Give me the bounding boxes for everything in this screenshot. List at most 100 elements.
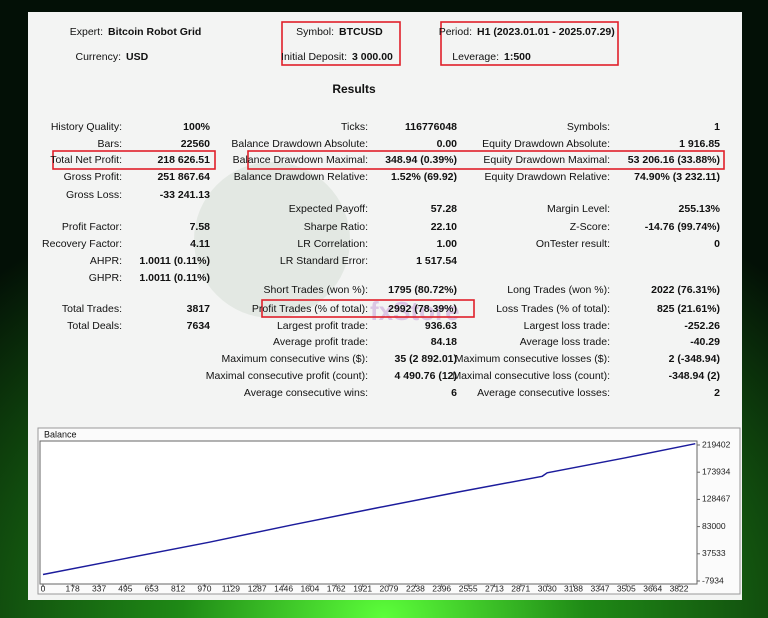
x-tick-label: 1604 [300,583,319,593]
stat-value: 3817 [187,303,211,315]
x-tick-label: 812 [171,583,185,593]
x-tick-label: 0 [41,583,46,593]
stat-label: Short Trades (won %): [264,284,368,296]
x-tick-label: 178 [66,583,80,593]
stat-label: Total Deals: [67,320,122,332]
x-tick-label: 970 [197,583,211,593]
x-tick-label: 495 [118,583,132,593]
stat-label: Largest loss trade: [524,320,610,332]
y-tick-label: 173934 [702,466,731,476]
stat-label: Maximum consecutive losses ($): [455,353,610,365]
stat-value: 1 517.54 [416,255,457,267]
stat-label: Balance Drawdown Maximal: [233,154,368,166]
stat-value: 1.00 [437,238,458,250]
y-tick-label: 83000 [702,521,726,531]
header-value: 1:500 [504,51,531,63]
stat-label: Expected Payoff: [289,203,368,215]
stat-label: Margin Level: [547,203,610,215]
stat-value: 251 867.64 [157,171,210,183]
stat-value: -252.26 [684,320,720,332]
stat-label: Total Trades: [62,303,122,315]
stat-label: Profit Factor: [62,221,122,233]
highlight-box [281,21,401,66]
header-label: Expert: [70,26,103,38]
stat-value: 4 490.76 (12) [395,370,457,382]
x-tick-label: 1446 [274,583,293,593]
stat-label: Balance Drawdown Relative: [234,171,368,183]
stat-label: Loss Trades (% of total): [496,303,610,315]
stat-value: 22560 [181,138,210,150]
stat-value: 255.13% [679,203,721,215]
stat-label: Recovery Factor: [42,238,122,250]
stat-label: Average loss trade: [520,336,610,348]
header-value: 3 000.00 [352,51,393,63]
balance-line [42,442,696,576]
x-tick-label: 337 [92,583,106,593]
stat-label: LR Correlation: [297,238,368,250]
x-tick-label: 653 [145,583,159,593]
stat-label: Maximal consecutive profit (count): [206,370,368,382]
header-value: USD [126,51,149,63]
stat-label: Bars: [97,138,122,150]
stat-value: 2 (-348.94) [669,353,720,365]
x-tick-label: 2713 [485,583,504,593]
stat-label: History Quality: [51,121,122,133]
stat-value: 2 [714,387,720,399]
results-title: Results [332,82,376,96]
x-tick-label: 3505 [617,583,636,593]
stat-value: -348.94 (2) [669,370,720,382]
stat-label: Ticks: [341,121,368,133]
x-tick-label: 1287 [248,583,267,593]
y-tick-label: 37533 [702,548,726,558]
stat-label: AHPR: [90,255,122,267]
header-value: Bitcoin Robot Grid [108,26,201,38]
x-tick-label: 1921 [353,583,372,593]
stat-label: Balance Drawdown Absolute: [231,138,368,150]
stat-value: 53 206.16 (33.88%) [628,154,720,166]
stat-label: Gross Profit: [64,171,122,183]
stat-value: 218 626.51 [157,154,210,166]
stat-label: Gross Loss: [66,189,122,201]
stat-value: 0 [714,238,720,250]
stat-value: 0.00 [437,138,458,150]
x-tick-label: 1129 [222,583,241,593]
x-tick-label: 2555 [459,583,478,593]
stat-label: Symbols: [567,121,610,133]
stat-value: 2992 (78.39%) [388,303,457,315]
stat-value: 7.58 [190,221,211,233]
x-tick-label: 2871 [511,583,530,593]
stat-label: Average consecutive losses: [477,387,610,399]
x-tick-label: 3822 [670,583,689,593]
y-tick-label: -7934 [702,575,724,585]
x-tick-label: 2396 [432,583,451,593]
stat-label: LR Standard Error: [280,255,368,267]
stat-label: Long Trades (won %): [507,284,610,296]
stat-value: 116776048 [405,121,457,133]
header-label: Symbol: [296,26,334,38]
stat-value: -40.29 [690,336,720,348]
stat-value: 2022 (76.31%) [651,284,720,296]
stat-label: Equity Drawdown Relative: [485,171,610,183]
stat-label: GHPR: [89,272,122,284]
stat-value: 84.18 [431,336,457,348]
stat-label: Z-Score: [570,221,610,233]
header-label: Initial Deposit: [281,51,347,63]
x-tick-label: 3030 [538,583,557,593]
stat-label: Maximum consecutive wins ($): [222,353,368,365]
stat-label: Equity Drawdown Absolute: [482,138,610,150]
bitcoin-watermark [194,162,350,318]
x-tick-label: 3347 [591,583,610,593]
y-tick-label: 128467 [702,494,731,504]
stat-label: Maximal consecutive loss (count): [452,370,610,382]
stat-value: 1.52% (69.92) [391,171,457,183]
stat-label: Sharpe Ratio: [304,221,368,233]
header-label: Currency: [75,51,121,63]
stat-label: Equity Drawdown Maximal: [483,154,610,166]
stat-value: -14.76 (99.74%) [645,221,720,233]
chart-title: Balance [44,429,77,439]
highlight-box [52,150,216,170]
stat-value: 57.28 [431,203,457,215]
header-value: H1 (2023.01.01 - 2025.07.29) [477,26,615,38]
stat-value: 1.0011 (0.11%) [139,272,210,284]
